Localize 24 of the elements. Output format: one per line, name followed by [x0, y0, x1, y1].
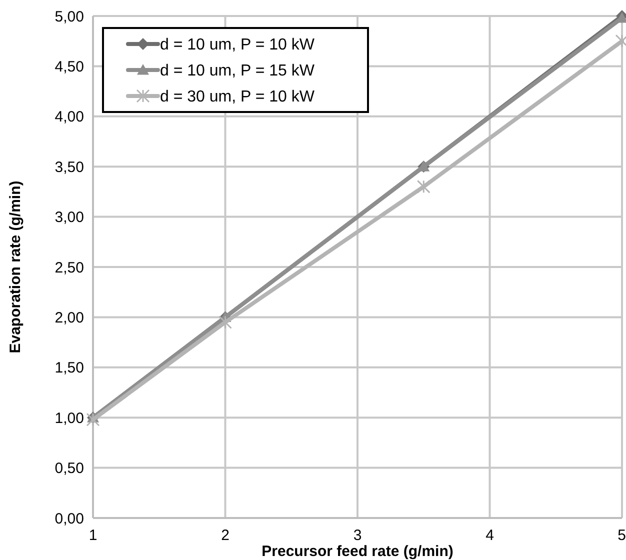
x-tick-label: 2	[221, 527, 230, 544]
y-tick-label: 3,00	[54, 209, 84, 226]
point	[218, 315, 232, 329]
y-tick-label: 2,00	[54, 309, 84, 326]
x-tick-label: 4	[486, 527, 494, 544]
y-tick-label: 0,50	[54, 460, 84, 478]
y-tick-label: 0,00	[54, 510, 84, 528]
y-tick-label: 1,50	[54, 360, 84, 377]
y-tick-label: 3,50	[54, 158, 84, 176]
y-tick-label: 1,00	[54, 410, 84, 427]
point	[86, 412, 100, 426]
legend-label: d = 10 um, P = 10 kW	[160, 36, 316, 54]
y-tick-label: 4,50	[54, 58, 84, 76]
x-tick-label: 3	[353, 527, 362, 544]
x-tick-label: 5	[618, 527, 626, 544]
y-axis-title: Evaporation rate (g/min)	[7, 180, 24, 354]
x-tick-label: 1	[88, 527, 98, 544]
y-tick-label: 4,00	[54, 108, 84, 126]
point	[416, 180, 430, 194]
legend-label: d = 30 um, P = 10 kW	[160, 88, 316, 106]
x-axis-title: Precursor feed rate (g/min)	[262, 543, 454, 560]
y-tick-label: 5,00	[54, 8, 84, 26]
y-tick-label: 2,50	[54, 259, 84, 276]
legend-label: d = 10 um, P = 15 kW	[160, 62, 316, 80]
